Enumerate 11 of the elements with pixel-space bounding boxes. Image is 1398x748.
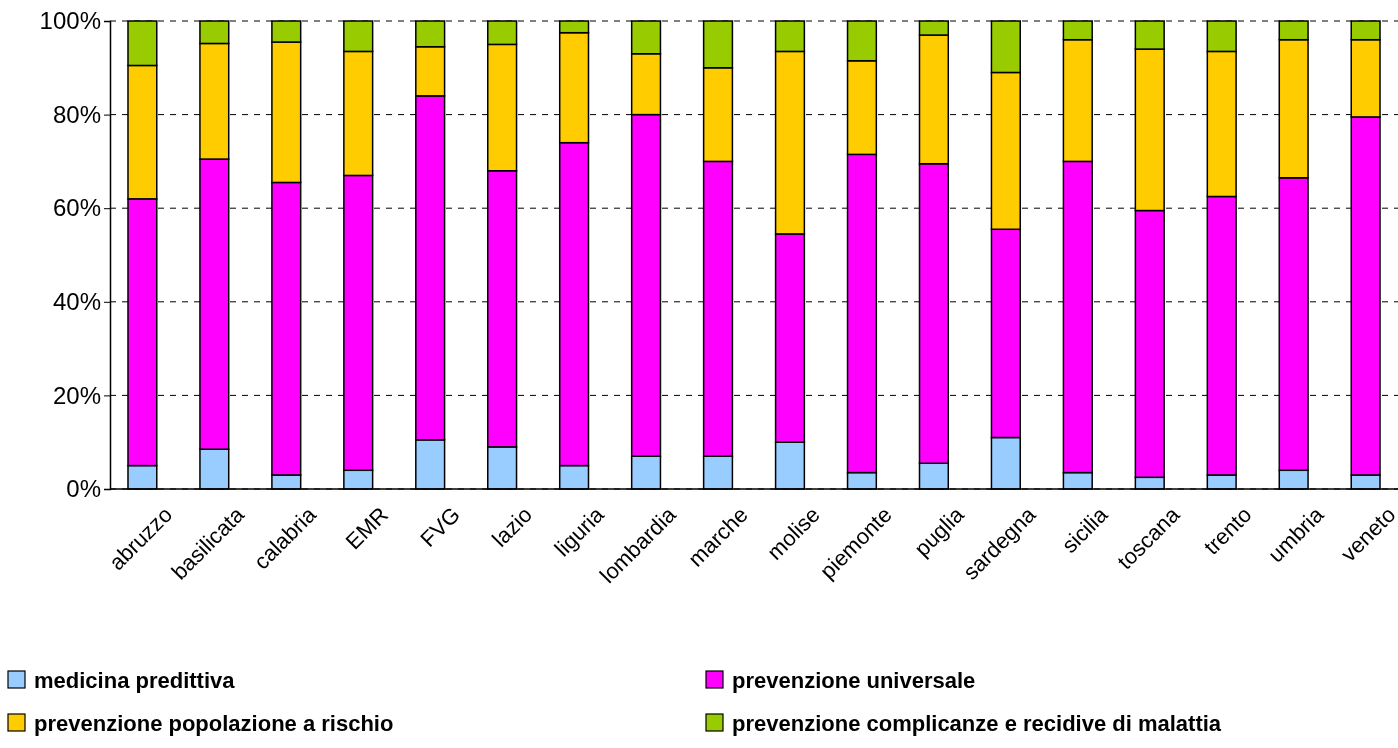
legend-label: prevenzione complicanze e recidive di malattia	[732, 711, 1222, 736]
y-tick-label: 60%	[52, 194, 101, 222]
y-tick-label: 40%	[52, 287, 101, 315]
y-tick-label: 100%	[39, 7, 101, 35]
legend-label: prevenzione universale	[732, 668, 976, 693]
legend-label: medicina predittiva	[34, 668, 236, 693]
x-tick-label: lazio	[487, 502, 537, 552]
legend-label: prevenzione popolazione a rischio	[34, 711, 394, 736]
y-tick-label: 0%	[66, 475, 101, 503]
y-tick-label: 80%	[52, 100, 101, 128]
y-tick-label: 20%	[52, 381, 101, 409]
